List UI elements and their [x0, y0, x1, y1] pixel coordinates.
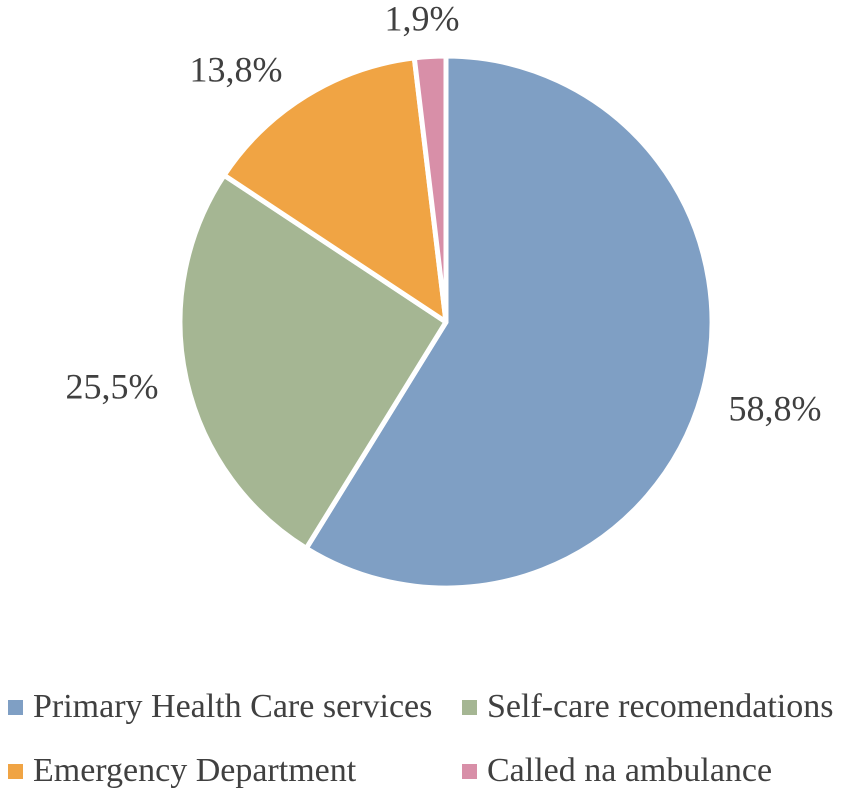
legend-swatch	[8, 763, 23, 779]
legend-swatch	[8, 699, 23, 715]
pie-data-labels: 58,8% 25,5% 13,8% 1,9%	[66, 0, 822, 428]
legend-label: Primary Health Care services	[33, 688, 433, 725]
pie-slice-primary-health-care-services[interactable]	[303, 53, 715, 591]
pie-slice-emergency-department[interactable]	[221, 55, 449, 325]
legend-item-emergency-department[interactable]: Emergency Department	[8, 752, 356, 790]
pie-slice-called-na-ambulance[interactable]	[411, 53, 449, 325]
pie-slices	[177, 53, 715, 591]
data-label-called-na-ambulance: 1,9%	[385, 0, 460, 38]
data-label-self-care-recomendations: 25,5%	[66, 366, 159, 406]
legend-item-called-na-ambulance[interactable]: Called na ambulance	[462, 752, 772, 790]
data-label-primary-health-care-services: 58,8%	[729, 388, 822, 428]
legend-label: Self-care recomendations	[487, 688, 834, 725]
legend-label: Called na ambulance	[487, 752, 773, 789]
legend-label: Emergency Department	[33, 752, 357, 789]
legend-item-primary-health-care-services[interactable]: Primary Health Care services	[8, 688, 432, 726]
legend-swatch	[462, 699, 477, 715]
legend-item-self-care-recomendations[interactable]: Self-care recomendations	[462, 688, 833, 726]
legend-swatch	[462, 763, 477, 779]
pie-slice-self-care-recomendations[interactable]	[177, 172, 449, 551]
data-label-emergency-department: 13,8%	[190, 49, 283, 89]
